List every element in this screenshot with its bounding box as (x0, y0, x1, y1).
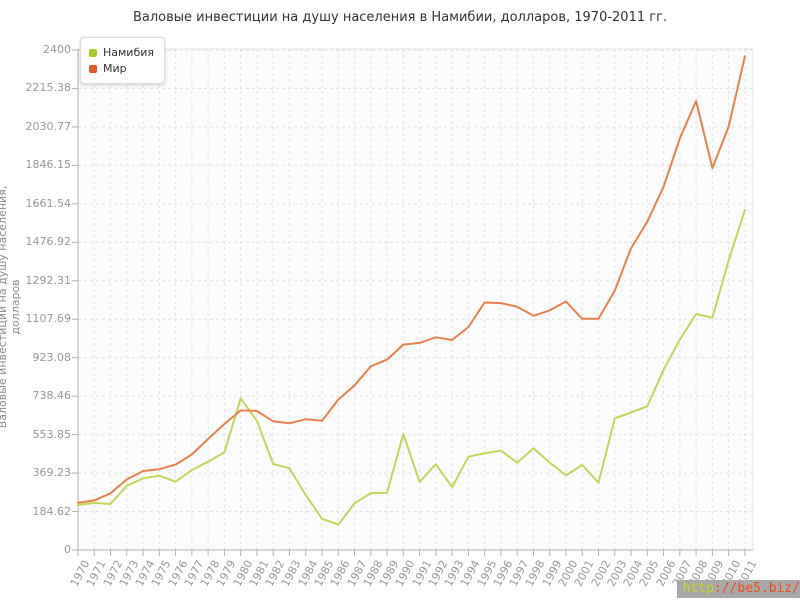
y-axis-label: 2030.77 (25, 119, 72, 133)
legend-swatch (89, 64, 97, 73)
y-axis-label: 0 (64, 543, 71, 556)
y-axis-label: 369.23 (32, 466, 72, 480)
y-axis-label: 2400 (43, 43, 71, 56)
y-axis-label: 1292.31 (25, 273, 72, 287)
y-axis-label: 2215.38 (25, 81, 72, 95)
legend-item-Мир[interactable]: Мир (89, 62, 154, 75)
y-axis-label: 1107.69 (25, 312, 72, 326)
legend-item-Намибия[interactable]: Намибия (89, 46, 154, 59)
chart-title: Валовые инвестиции на душу населения в Н… (132, 10, 668, 25)
legend-label: Мир (103, 62, 127, 75)
y-axis-label: 184.62 (32, 504, 72, 518)
watermark-link[interactable]: http://be5.biz/ (676, 580, 800, 598)
plot-background (78, 49, 753, 550)
y-axis-label: 1476.92 (25, 235, 72, 249)
legend-label: Намибия (103, 46, 155, 59)
watermark-rest: ://be5.biz/ (713, 581, 800, 596)
series-line-Намибия[interactable] (77, 209, 746, 526)
y-axis-label: 923.08 (32, 350, 72, 364)
y-axis-label: 1661.54 (25, 196, 72, 210)
legend-swatch (89, 48, 97, 57)
y-axis-label: 553.85 (32, 427, 72, 441)
y-axis-label: 1846.15 (25, 158, 72, 172)
series-line-Мир[interactable] (77, 55, 746, 504)
y-axis-label: 738.46 (32, 389, 72, 403)
legend: Намибия Мир (80, 37, 166, 84)
watermark-prefix: http (682, 581, 714, 596)
